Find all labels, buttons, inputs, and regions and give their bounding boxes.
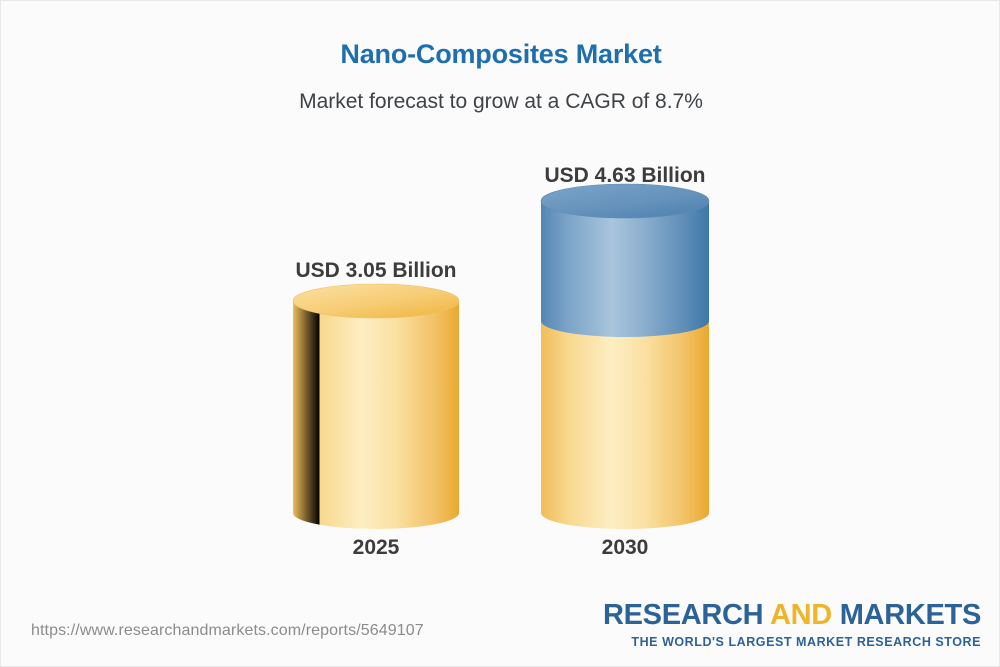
brand-word-markets: MARKETS xyxy=(839,599,982,631)
cylinder-2030 xyxy=(540,183,718,529)
brand-logo[interactable]: RESEARCH AND MARKETS THE WORLD'S LARGEST… xyxy=(603,601,981,650)
brand-tagline: THE WORLD'S LARGEST MARKET RESEARCH STOR… xyxy=(631,635,981,649)
cylinder-2025 xyxy=(292,283,469,529)
brand-wordmark: RESEARCH AND MARKETS xyxy=(603,601,981,630)
bar-value-label-2025: USD 3.05 Billion xyxy=(295,259,457,282)
bar-group-2030: USD 4.63 Billion xyxy=(540,156,718,566)
plot-area: USD 3.05 Billion xyxy=(1,1,1000,601)
brand-word-and: AND xyxy=(770,599,832,631)
bar-group-2025: USD 3.05 Billion xyxy=(292,156,469,566)
bar-category-label-2025: 2025 xyxy=(352,536,400,559)
bar-category-label-2030: 2030 xyxy=(601,536,649,559)
cylinder-top-2030 xyxy=(540,183,710,219)
cylinder-segment-growth-2030 xyxy=(541,201,709,337)
cylinder-top-2025 xyxy=(292,283,460,319)
brand-word-research: RESEARCH xyxy=(602,599,764,631)
source-url[interactable]: https://www.researchandmarkets.com/repor… xyxy=(31,622,424,639)
bar-value-label-2030: USD 4.63 Billion xyxy=(544,164,706,187)
cylinder-body-2025 xyxy=(293,301,459,529)
chart-title: Nano-Composites Market xyxy=(340,39,662,69)
chart-subtitle: Market forecast to grow at a CAGR of 8.7… xyxy=(299,90,703,113)
cylinder-segment-base-2030 xyxy=(541,321,709,529)
